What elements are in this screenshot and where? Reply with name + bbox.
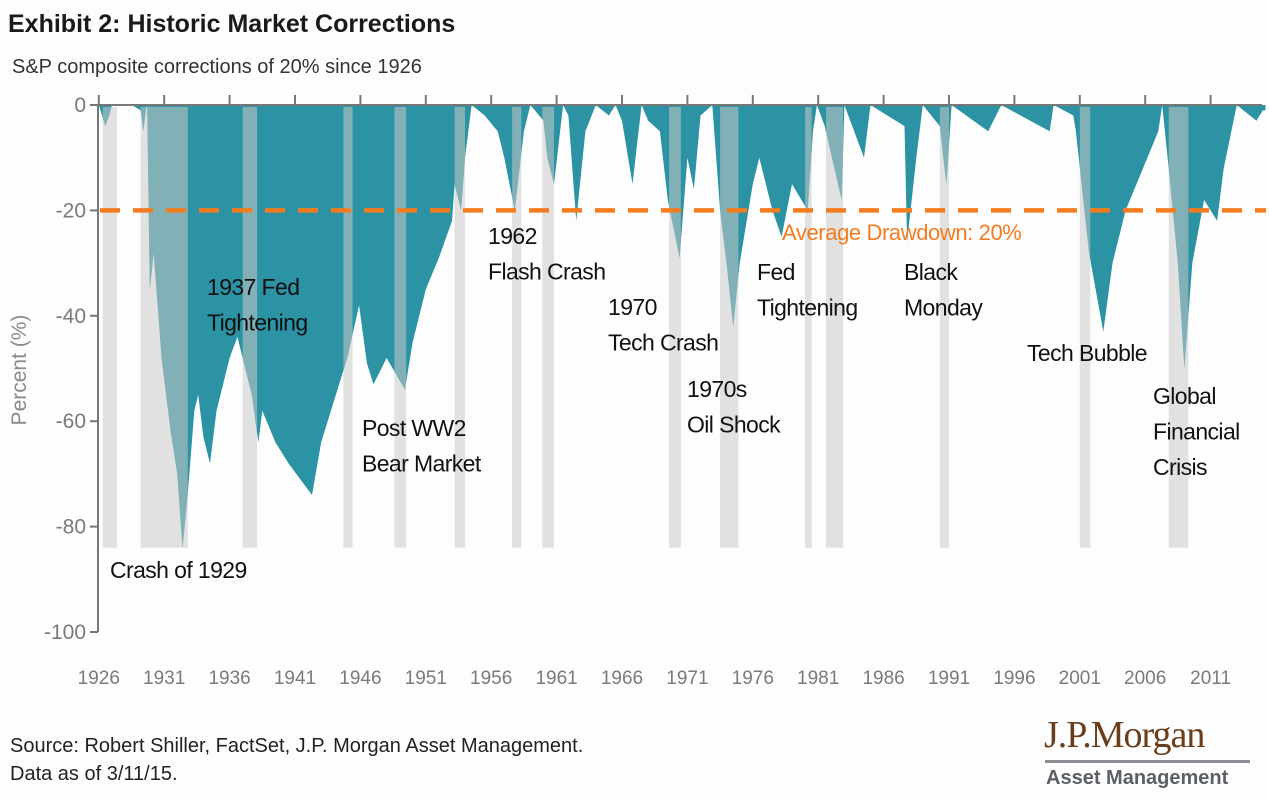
- x-tick-label: 1991: [928, 668, 970, 689]
- logo-subtitle: Asset Management: [1046, 767, 1229, 789]
- jpmorgan-logo: J.P.Morgan Asset Management: [1044, 714, 1250, 789]
- annotation-line: Black: [904, 259, 958, 285]
- source-note: Source: Robert Shiller, FactSet, J.P. Mo…: [10, 735, 583, 757]
- chart-title: Exhibit 2: Historic Market Corrections: [8, 10, 455, 38]
- shaded-period-overlay-4: [394, 107, 407, 548]
- x-tick-label: 1946: [339, 668, 381, 689]
- annotations: Crash of 1929 1937 Fed Tightening Post WW2 B…: [110, 223, 1240, 583]
- x-tick-label: 1966: [601, 668, 643, 689]
- y-tick-label: -20: [56, 199, 86, 222]
- data-date-note: Data as of 3/11/15.: [10, 763, 178, 785]
- shaded-period-0: [102, 107, 118, 548]
- x-tick-label: 1971: [666, 668, 708, 689]
- x-tick-label: 1961: [535, 668, 577, 689]
- y-tick-label: -60: [56, 410, 86, 433]
- annotation-line: Bear Market: [362, 451, 482, 477]
- logo-wordmark: J.P.Morgan: [1044, 714, 1205, 756]
- x-tick-label: 1976: [732, 668, 774, 689]
- annotation-1: 1937 Fed Tightening: [207, 274, 308, 336]
- annotation-4: 1970 Tech Crash: [608, 294, 719, 356]
- shaded-period-5: [454, 107, 466, 548]
- annotation-line: Tightening: [757, 295, 858, 321]
- y-tick-label: 0: [74, 94, 86, 117]
- annotation-2: Post WW2 Bear Market: [362, 415, 482, 477]
- drawdown-area: [98, 105, 1266, 548]
- x-tick-label: 1936: [208, 668, 250, 689]
- annotation-0: Crash of 1929: [110, 557, 247, 583]
- shaded-period-7: [542, 107, 554, 548]
- shaded-period-13: [1079, 107, 1091, 548]
- chart-subtitle: S&P composite corrections of 20% since 1…: [12, 56, 422, 78]
- x-tick-label: 1926: [78, 668, 120, 689]
- x-tick-label: 1931: [143, 668, 185, 689]
- y-tick-label: -80: [56, 516, 86, 539]
- annotation-line: Crash of 1929: [110, 557, 247, 583]
- x-tick-label: 1996: [993, 668, 1035, 689]
- annotation-line: Oil Shock: [687, 412, 781, 438]
- x-tick-label: 2011: [1190, 668, 1231, 689]
- y-tick-label: -40: [56, 305, 86, 328]
- y-tick-label: -100: [44, 621, 86, 644]
- y-axis-label: Percent (%): [8, 315, 31, 426]
- shaded-period-12: [939, 107, 949, 548]
- annotation-6: Fed Tightening: [757, 259, 858, 321]
- shaded-period-6: [512, 107, 522, 548]
- x-tick-label: 1941: [274, 668, 316, 689]
- annotation-5: 1970s Oil Shock: [687, 376, 782, 438]
- annotation-7: Black Monday: [904, 259, 984, 321]
- average-drawdown-label: Average Drawdown: 20%: [782, 220, 1021, 245]
- annotation-line: Financial: [1153, 419, 1240, 445]
- x-tick-label: 1951: [405, 668, 447, 689]
- annotation-line: Monday: [904, 295, 983, 321]
- x-tick-label: 1956: [470, 668, 512, 689]
- x-tick-label: 1986: [862, 668, 904, 689]
- annotation-line: Fed: [757, 259, 795, 285]
- annotation-line: 1937 Fed: [207, 274, 299, 300]
- shaded-period-overlay-3: [343, 107, 353, 548]
- annotation-3: 1962 Flash Crash: [488, 223, 606, 285]
- annotation-line: Flash Crash: [488, 259, 605, 285]
- axes: 0 -20 -40 -60 -80 -100 1926 1931 1936 1941 1946 195…: [44, 94, 1262, 689]
- annotation-line: Crisis: [1153, 454, 1207, 480]
- annotation-line: 1970: [608, 294, 657, 320]
- annotation-line: Global: [1153, 383, 1216, 409]
- annotation-line: Tightening: [207, 310, 308, 336]
- annotation-line: 1962: [488, 223, 537, 249]
- annotation-line: Tech Bubble: [1027, 340, 1147, 366]
- shaded-period-11: [826, 107, 844, 548]
- x-tick-label: 2006: [1124, 668, 1166, 689]
- shaded-period-8: [669, 107, 681, 548]
- x-tick-label: 2001: [1059, 668, 1101, 689]
- annotation-line: 1970s: [687, 376, 747, 402]
- logo-rule: [1045, 760, 1250, 763]
- shaded-period-10: [805, 107, 812, 548]
- annotation-line: Tech Crash: [608, 330, 718, 356]
- annotation-9: Global Financial Crisis: [1153, 383, 1240, 480]
- annotation-line: Post WW2: [362, 415, 466, 441]
- annotation-8: Tech Bubble: [1027, 340, 1148, 366]
- x-tick-label: 1981: [797, 668, 839, 689]
